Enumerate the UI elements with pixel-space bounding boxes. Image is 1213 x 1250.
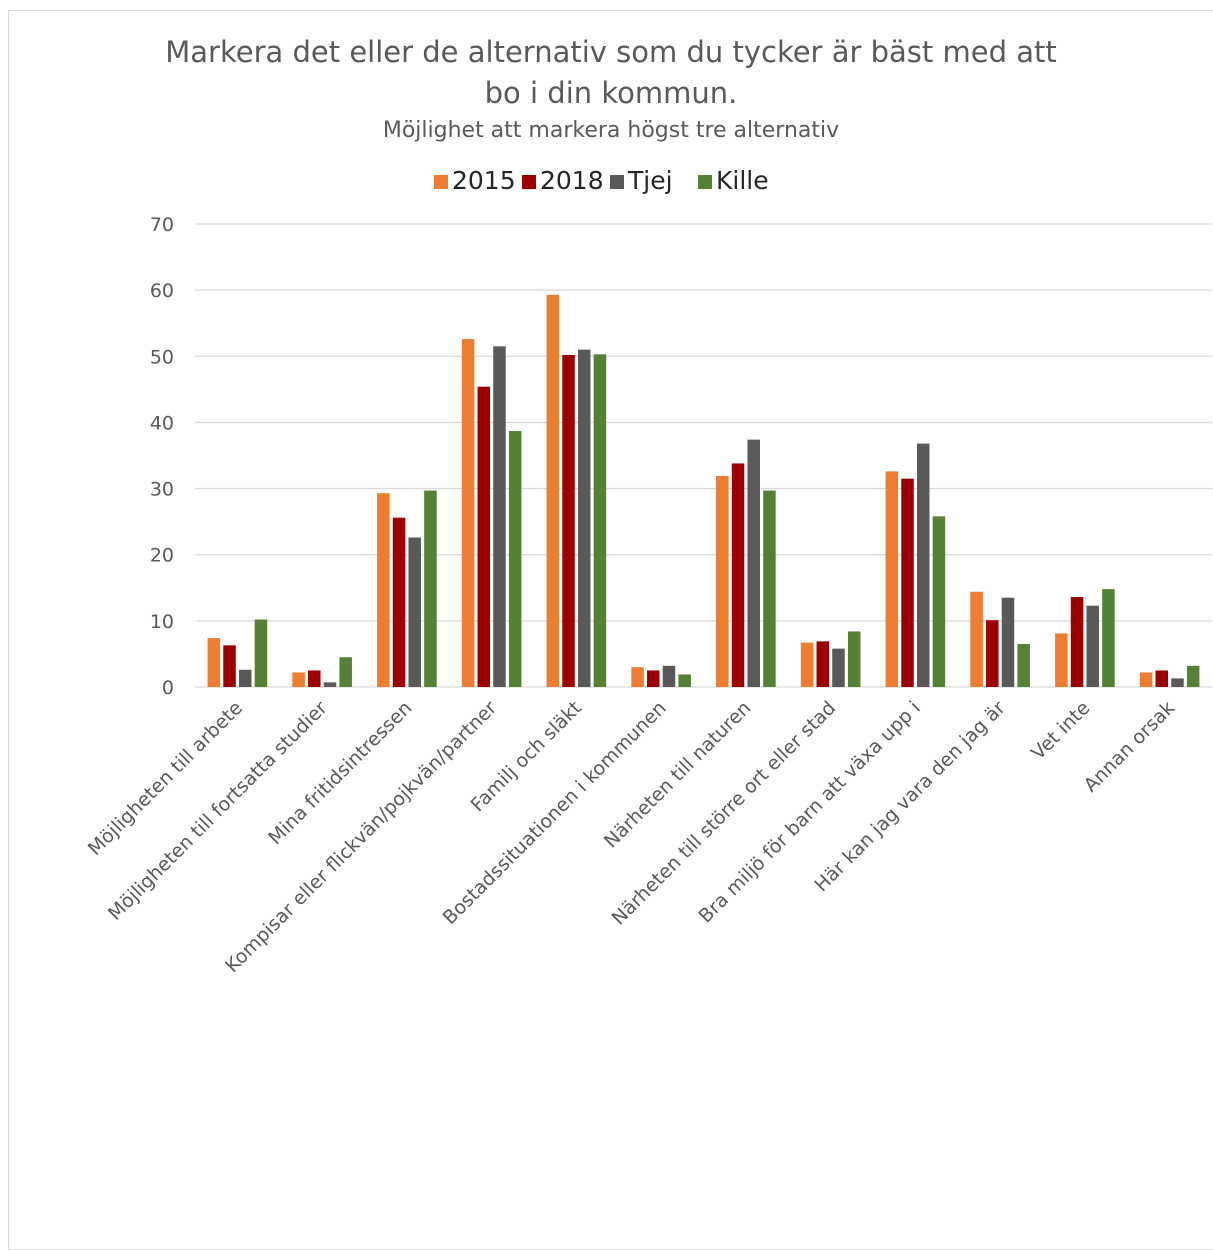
bar-kille-9 — [1017, 644, 1030, 687]
bar-tjej-7 — [832, 648, 845, 687]
bar-kille-6 — [763, 490, 776, 687]
bar-2015-2 — [377, 493, 390, 687]
bar-2018-2 — [392, 517, 406, 687]
chart-title-line-1: Markera det eller de alternativ som du t… — [165, 35, 1056, 69]
bar-2015-4 — [546, 294, 560, 687]
y-tick-label: 50 — [150, 346, 174, 368]
legend-label-2015: 2015 — [452, 166, 516, 195]
bar-2015-1 — [292, 672, 305, 687]
bar-kille-3 — [508, 431, 522, 687]
bar-tjej-5 — [662, 665, 676, 687]
bars — [207, 294, 1200, 687]
bar-kille-8 — [932, 516, 946, 687]
x-category-label: Mina fritidsintressen — [264, 697, 416, 849]
bar-2015-3 — [461, 339, 475, 687]
legend-label-2018: 2018 — [540, 166, 604, 195]
bar-tjej-0 — [238, 669, 252, 687]
y-axis-labels: 0 10 20 30 40 50 60 70 — [150, 214, 174, 699]
bar-2018-3 — [477, 386, 491, 687]
chart-subtitle: Möjlighet att markera högst tre alternat… — [383, 118, 839, 143]
bar-2018-11 — [1155, 670, 1169, 687]
bar-2015-6 — [716, 476, 729, 687]
bar-tjej-10 — [1086, 605, 1099, 687]
bar-tjej-9 — [1001, 597, 1015, 687]
bar-kille-4 — [593, 354, 607, 687]
bar-2015-0 — [207, 638, 221, 687]
y-tick-label: 60 — [150, 280, 174, 302]
legend-swatch-2015 — [434, 175, 448, 189]
y-tick-label: 40 — [150, 412, 174, 434]
x-category-label: Närheten till naturen — [600, 697, 756, 853]
legend-label-kille: Kille — [716, 166, 769, 195]
y-tick-label: 0 — [162, 677, 174, 699]
bar-2015-5 — [631, 667, 644, 687]
bar-kille-1 — [339, 657, 352, 687]
bar-tjej-4 — [577, 349, 591, 687]
bar-2018-10 — [1070, 597, 1084, 687]
bar-2018-4 — [562, 354, 575, 687]
bar-2018-0 — [223, 645, 236, 687]
bar-tjej-8 — [916, 443, 930, 687]
bar-2015-9 — [970, 591, 983, 687]
y-tick-label: 20 — [150, 545, 174, 567]
legend-label-tjej: Tjej — [627, 166, 673, 195]
bar-tjej-11 — [1171, 678, 1184, 687]
legend-swatch-tjej — [610, 175, 624, 189]
bar-2015-10 — [1055, 633, 1068, 687]
bar-2018-5 — [647, 670, 660, 687]
x-category-label: Vet inte — [1027, 697, 1094, 764]
bar-kille-7 — [847, 631, 861, 687]
x-category-label: Annan orsak — [1080, 697, 1180, 797]
bar-kille-2 — [424, 490, 437, 687]
bar-2015-8 — [885, 471, 899, 687]
bar-2018-7 — [816, 641, 830, 687]
y-tick-label: 70 — [150, 214, 174, 236]
bar-2015-7 — [800, 642, 814, 687]
bar-tjej-3 — [493, 346, 506, 687]
bar-2018-8 — [901, 478, 914, 687]
bar-2015-11 — [1139, 672, 1153, 687]
bar-2018-9 — [986, 620, 999, 687]
legend: 2015 2018 Tjej Kille — [434, 166, 769, 195]
bar-2018-1 — [308, 670, 321, 687]
chart-title-line-2: bo i din kommun. — [485, 76, 738, 110]
bar-2018-6 — [731, 463, 745, 687]
bar-tjej-1 — [323, 682, 337, 687]
bar-tjej-6 — [747, 439, 760, 687]
y-tick-label: 30 — [150, 479, 174, 501]
bar-kille-5 — [678, 674, 691, 687]
bar-tjej-2 — [408, 537, 421, 687]
bar-kille-10 — [1102, 589, 1115, 687]
legend-swatch-2018 — [522, 175, 536, 189]
x-category-label: Möjligheten till arbete — [84, 697, 247, 860]
bar-kille-0 — [254, 619, 268, 687]
bar-kille-11 — [1186, 665, 1200, 687]
legend-swatch-kille — [698, 175, 712, 189]
gridlines — [195, 223, 1212, 688]
y-tick-label: 10 — [150, 611, 174, 633]
